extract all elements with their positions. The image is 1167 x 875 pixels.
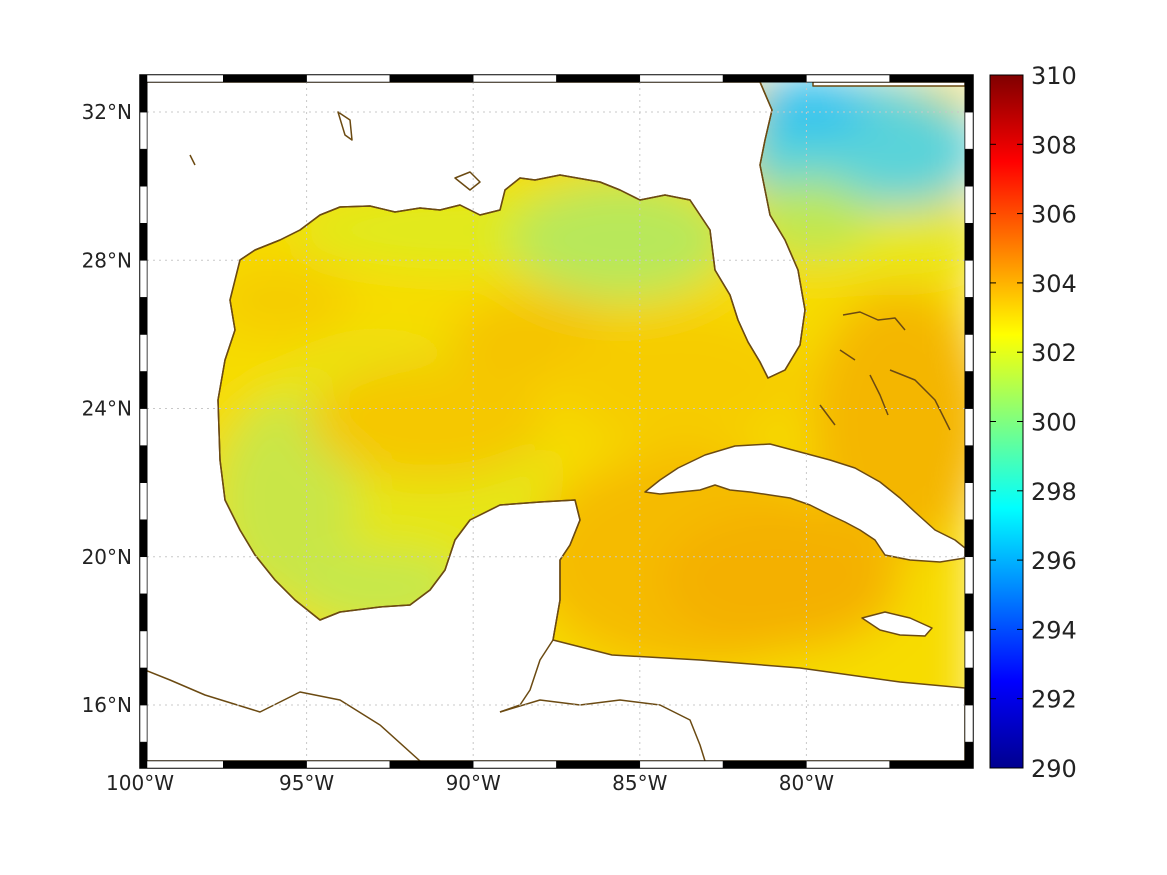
frame-segment-left bbox=[139, 704, 148, 743]
lon-tick-label: 90°W bbox=[446, 771, 501, 795]
colorbar-tick-label: 306 bbox=[1031, 201, 1077, 229]
frame-segment-left bbox=[139, 593, 148, 632]
frame-segment-left bbox=[139, 297, 148, 335]
frame-segment-right bbox=[964, 741, 974, 769]
colorbar-tick-label: 310 bbox=[1031, 62, 1077, 90]
lat-tick-label: 16°N bbox=[82, 693, 132, 717]
frame-segment-bottom bbox=[889, 760, 974, 769]
frame-segment-bottom bbox=[223, 760, 307, 769]
colorbar-tick-label: 296 bbox=[1031, 547, 1077, 575]
frame-segment-left bbox=[139, 408, 148, 446]
colorbar-tick-label: 308 bbox=[1031, 131, 1077, 159]
frame-segment-left bbox=[139, 371, 148, 409]
frame-segment-right bbox=[964, 408, 974, 446]
frame-segment-top bbox=[556, 74, 641, 83]
frame-segment-top bbox=[722, 74, 807, 83]
frame-segment-left bbox=[139, 74, 148, 113]
frame-segment-top bbox=[306, 74, 391, 83]
frame-segment-top bbox=[889, 74, 974, 83]
lon-tick-label: 95°W bbox=[279, 771, 334, 795]
frame-segment-right bbox=[964, 371, 974, 409]
longitude-axis: 100°W 95°W 90°W 85°W 80°W bbox=[106, 771, 834, 795]
frame-segment-top bbox=[223, 74, 307, 83]
frame-segment-bottom bbox=[639, 760, 724, 769]
frame-segment-left bbox=[139, 148, 148, 187]
frame-segment-top bbox=[139, 74, 224, 83]
lat-tick-label: 20°N bbox=[82, 545, 132, 569]
colorbar: 290 292 294 296 298 300 302 304 306 308 310 bbox=[989, 62, 1077, 783]
frame-segment-left bbox=[139, 185, 148, 224]
frame-segment-bottom bbox=[556, 760, 641, 769]
frame-segment-left bbox=[139, 334, 148, 372]
coastlines bbox=[147, 82, 806, 761]
frame-segment-left bbox=[139, 630, 148, 669]
frame-segment-top bbox=[806, 74, 890, 83]
frame-segment-top bbox=[389, 74, 474, 83]
frame-segment-left bbox=[139, 519, 148, 558]
frame-segment-bottom bbox=[139, 760, 224, 769]
frame-segment-right bbox=[964, 667, 974, 706]
frame-segment-bottom bbox=[389, 760, 474, 769]
frame-segment-left bbox=[139, 222, 148, 261]
frame-segment-right bbox=[964, 260, 974, 298]
frame-segment-left bbox=[139, 260, 148, 298]
frame-segment-right bbox=[964, 445, 974, 483]
frame-segment-bottom bbox=[806, 760, 890, 769]
frame-segment-right bbox=[964, 519, 974, 558]
frame-segment-left bbox=[139, 741, 148, 769]
frame-segment-left bbox=[139, 667, 148, 706]
frame-segment-left bbox=[139, 445, 148, 483]
frame-segment-left bbox=[139, 111, 148, 150]
frame-segment-right bbox=[964, 704, 974, 743]
lon-tick-label: 100°W bbox=[106, 771, 174, 795]
frame-segment-right bbox=[964, 74, 974, 113]
frame-segment-bottom bbox=[472, 760, 557, 769]
frame-segment-bottom bbox=[722, 760, 807, 769]
frame-segment-right bbox=[964, 148, 974, 187]
colorbar-tick-label: 302 bbox=[1031, 339, 1077, 367]
colorbar-tick-label: 294 bbox=[1031, 616, 1077, 644]
frame-segment-left bbox=[139, 556, 148, 595]
map-frame bbox=[139, 74, 974, 769]
frame-segment-right bbox=[964, 630, 974, 669]
lat-tick-label: 32°N bbox=[82, 100, 132, 124]
frame-segment-top bbox=[472, 74, 557, 83]
gridlines bbox=[147, 82, 965, 761]
frame-segment-bottom bbox=[306, 760, 391, 769]
colorbar-tick-label: 292 bbox=[1031, 686, 1077, 714]
frame-segment-right bbox=[964, 593, 974, 632]
frame-segment-right bbox=[964, 334, 974, 372]
frame-segment-right bbox=[964, 482, 974, 520]
colorbar-tick-label: 300 bbox=[1031, 409, 1077, 437]
frame-segment-right bbox=[964, 297, 974, 335]
frame-segment-right bbox=[964, 222, 974, 261]
lon-tick-label: 85°W bbox=[612, 771, 667, 795]
frame-segment-right bbox=[964, 556, 974, 595]
colorbar-tick-label: 298 bbox=[1031, 478, 1077, 506]
sst-field bbox=[147, 82, 965, 761]
frame-segment-right bbox=[964, 111, 974, 150]
frame-segment-top bbox=[639, 74, 724, 83]
frame-segment-right bbox=[964, 185, 974, 224]
lat-tick-label: 24°N bbox=[82, 397, 132, 421]
latitude-axis: 32°N 28°N 24°N 20°N 16°N bbox=[82, 100, 132, 717]
colorbar-tick-label: 304 bbox=[1031, 270, 1077, 298]
lat-tick-label: 28°N bbox=[82, 248, 132, 272]
colorbar-tick-label: 290 bbox=[1031, 755, 1077, 783]
frame-segment-left bbox=[139, 482, 148, 520]
lon-tick-label: 80°W bbox=[779, 771, 834, 795]
